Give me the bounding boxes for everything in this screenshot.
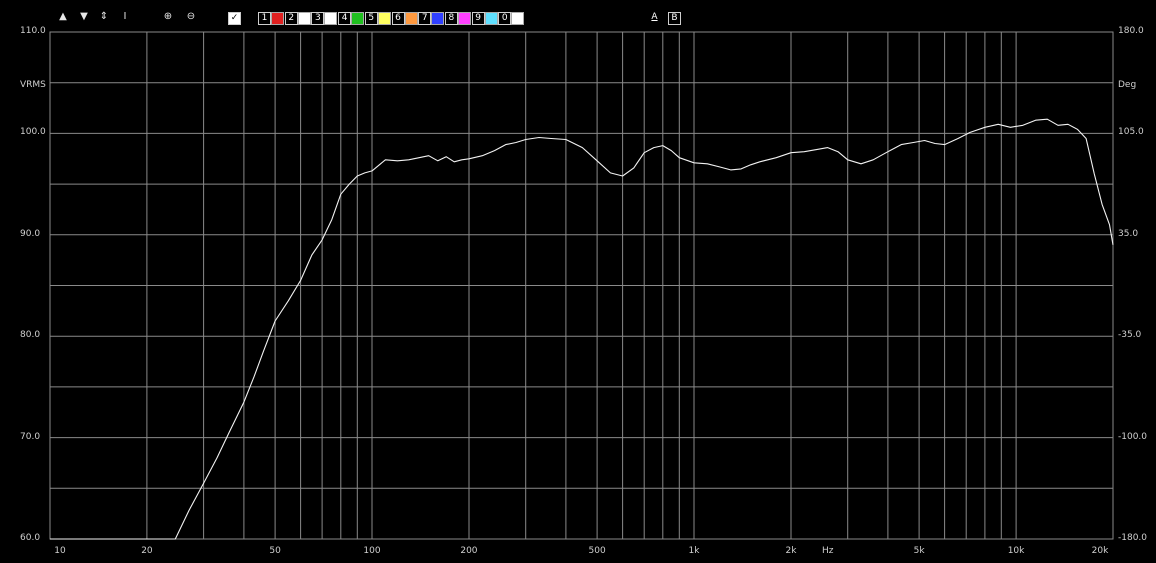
- expand-vertical-icon[interactable]: ⇕: [99, 11, 109, 22]
- y-tick-label: 80.0: [20, 330, 41, 341]
- trace-color-swatch[interactable]: [404, 12, 418, 25]
- fit-vertical-icon[interactable]: Ⅰ: [123, 11, 127, 22]
- marker-b-button[interactable]: B: [668, 12, 681, 25]
- trace-toggle-6[interactable]: 6: [391, 12, 418, 25]
- x-tick-label: 10: [54, 546, 66, 556]
- marker-a-button[interactable]: A: [651, 12, 658, 22]
- down-arrow-icon[interactable]: ▼: [80, 11, 88, 22]
- x-tick-label: 100: [363, 546, 381, 556]
- y2-tick-label: -35.0: [1118, 330, 1142, 341]
- x-tick-label: 20: [141, 546, 153, 556]
- y2-tick-label: 180.0: [1118, 26, 1144, 36]
- trace-toggle-5[interactable]: 5: [364, 12, 391, 25]
- traces: [50, 118, 1114, 540]
- all-traces-checkbox[interactable]: ✓: [228, 12, 242, 25]
- trace-number: 6: [391, 12, 405, 25]
- trace-number: 5: [364, 12, 378, 25]
- x-tick-label: 50: [269, 546, 281, 556]
- trace-toggle-4[interactable]: 4: [338, 12, 365, 25]
- x-tick-label: 2k: [785, 546, 797, 556]
- y-axis-unit-label: VRMS: [20, 80, 46, 90]
- trace-toggle-1[interactable]: 1: [258, 12, 284, 25]
- x-axis-unit-label: Hz: [822, 546, 834, 556]
- x-tick-label: 200: [460, 546, 478, 556]
- check-icon: ✓: [228, 12, 241, 25]
- trace-color-swatch[interactable]: [377, 12, 391, 25]
- zoom-out-icon[interactable]: ⊖: [186, 11, 196, 22]
- y-tick-label: 100.0: [20, 127, 46, 138]
- grid: [50, 32, 1113, 539]
- trace-toggle-3[interactable]: 3: [311, 12, 338, 25]
- trace-color-swatch[interactable]: [351, 12, 365, 25]
- y2-tick-label: -180.0: [1118, 533, 1148, 543]
- trace-toggle-9[interactable]: 9: [471, 12, 498, 25]
- y2-tick-label: -100.0: [1118, 431, 1148, 442]
- y-tick-label: 90.0: [20, 228, 41, 239]
- x-tick-label: 10k: [1007, 546, 1025, 556]
- up-arrow-icon[interactable]: ▲: [59, 11, 67, 22]
- trace-number: 9: [471, 12, 485, 25]
- trace-color-swatch[interactable]: [457, 12, 471, 25]
- trace-color-swatch[interactable]: [431, 12, 445, 25]
- trace-number: 8: [444, 12, 458, 25]
- x-tick-label: 500: [588, 546, 606, 556]
- trace-number: 1: [258, 12, 271, 25]
- trace-color-swatch[interactable]: [484, 12, 498, 25]
- y-tick-label: 70.0: [20, 431, 41, 442]
- trace-toggle-7[interactable]: 7: [418, 12, 445, 25]
- response-trace-0: [50, 118, 1114, 540]
- trace-number: 3: [311, 12, 325, 25]
- trace-number: 7: [418, 12, 432, 25]
- trace-number: 2: [284, 12, 298, 25]
- zoom-in-icon[interactable]: ⊕: [163, 11, 173, 22]
- trace-toggle-0[interactable]: 0: [498, 12, 525, 25]
- y-tick-label: 110.0: [20, 26, 46, 36]
- trace-color-swatch[interactable]: [271, 12, 284, 25]
- y-tick-label: 60.0: [20, 533, 41, 543]
- trace-color-swatch[interactable]: [297, 12, 311, 25]
- y2-tick-label: 35.0: [1118, 228, 1139, 239]
- y2-tick-label: 105.0: [1118, 127, 1144, 138]
- trace-number: 0: [498, 12, 512, 25]
- y2-axis-unit-label: Deg: [1118, 80, 1137, 90]
- x-tick-label: 5k: [913, 546, 925, 556]
- trace-toggle-8[interactable]: 8: [444, 12, 471, 25]
- x-tick-label: 1k: [688, 546, 700, 556]
- trace-toggle-2[interactable]: 2: [284, 12, 311, 25]
- trace-color-swatch[interactable]: [324, 12, 338, 25]
- trace-number: 4: [338, 12, 352, 25]
- trace-color-swatch[interactable]: [511, 12, 525, 25]
- x-tick-label: 20k: [1091, 546, 1109, 556]
